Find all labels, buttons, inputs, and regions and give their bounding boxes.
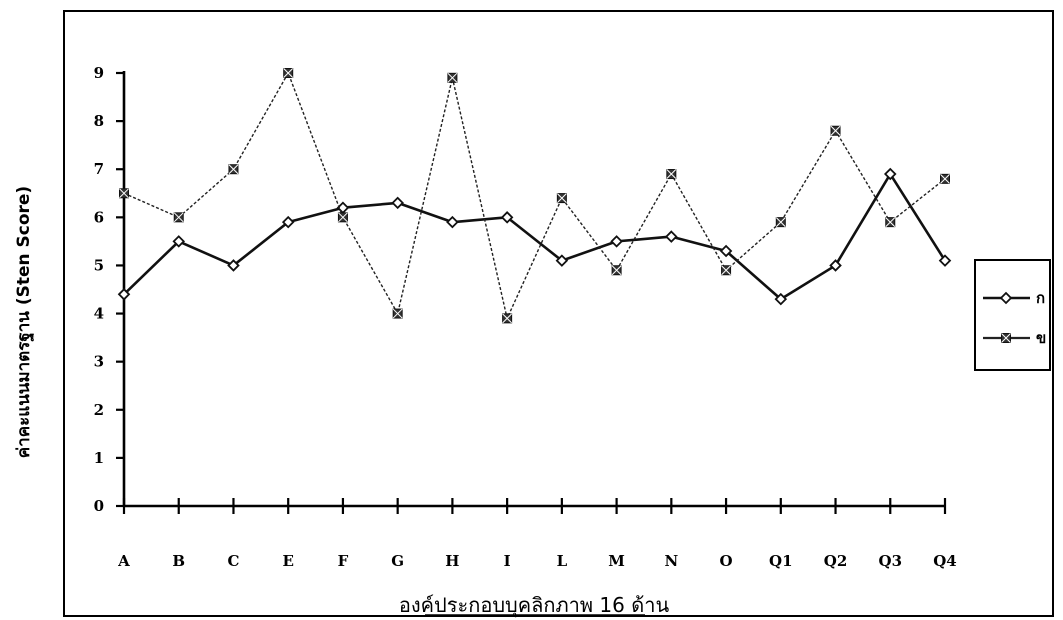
x-ticks: A B C E F G H I L M N O Q1 Q2 Q3 Q4	[117, 498, 957, 570]
data-point-cross	[557, 193, 567, 203]
x-tick-label: H	[445, 552, 459, 570]
legend-swatch-marker-cross	[1001, 333, 1011, 343]
legend-entry: ก	[983, 289, 1045, 307]
data-point-cross	[338, 212, 348, 223]
x-tick-label: L	[557, 552, 568, 570]
data-point	[721, 265, 732, 276]
x-tick-label: A	[117, 552, 130, 570]
x-tick-label: O	[720, 552, 733, 570]
x-tick-label: G	[391, 552, 404, 570]
data-point	[283, 68, 294, 78]
x-tick-label: Q3	[879, 552, 903, 570]
data-point-cross	[830, 125, 841, 136]
y-tick-label: 7	[94, 160, 104, 178]
data-point	[938, 254, 952, 267]
data-point	[502, 313, 513, 324]
legend-entry: ข	[983, 329, 1046, 347]
y-ticks: 0 1 2 3 4 5 6 7 8 9	[94, 64, 124, 515]
y-axis-title-group: ค่าคะแนนมาตรฐาน (Sten Score)	[14, 186, 35, 458]
legend: กข	[974, 259, 1051, 371]
legend-swatch-marker	[999, 291, 1013, 305]
x-tick-label: E	[282, 552, 293, 570]
y-axis-title: ค่าคะแนนมาตรฐาน (Sten Score)	[14, 186, 35, 458]
series-line	[123, 172, 947, 301]
y-tick-label: 8	[94, 112, 104, 130]
data-point	[610, 235, 623, 248]
data-point	[391, 196, 404, 210]
data-point-cross	[611, 265, 622, 276]
x-axis-title: องค์ประกอบบุคลิกภาพ 16 ด้าน	[399, 593, 670, 618]
data-point	[500, 211, 514, 224]
data-point	[392, 308, 403, 319]
data-point-cross	[228, 164, 239, 175]
data-point-cross	[775, 217, 786, 227]
data-point	[611, 265, 622, 276]
x-tick-label: M	[608, 552, 625, 570]
x-tick-label: N	[664, 552, 678, 570]
y-tick-label: 3	[94, 353, 104, 371]
data-point	[117, 288, 131, 301]
data-point	[119, 188, 129, 199]
y-tick-label: 2	[94, 401, 104, 419]
legend-box	[974, 259, 1051, 371]
data-point	[830, 125, 841, 136]
x-tick-label: Q2	[824, 552, 848, 570]
data-point-cross	[940, 173, 950, 184]
y-tick-label: 9	[94, 64, 104, 82]
legend-swatch-marker	[1001, 333, 1011, 343]
data-point	[281, 215, 295, 229]
data-point-cross	[502, 313, 512, 324]
x-tick-label: I	[504, 552, 511, 570]
data-point-cross	[885, 217, 896, 227]
y-tick-label: 6	[94, 208, 104, 226]
series-layer	[117, 68, 952, 324]
data-point	[940, 173, 950, 184]
data-point	[555, 254, 569, 267]
data-point-cross	[666, 169, 677, 179]
data-point-cross	[392, 308, 403, 319]
x-tick-label: C	[227, 552, 239, 570]
x-tick-label: B	[172, 552, 185, 570]
data-point	[556, 193, 567, 204]
data-point	[172, 235, 186, 248]
data-point	[774, 292, 788, 306]
data-point	[227, 259, 240, 272]
data-point-cross	[447, 72, 458, 83]
data-point	[829, 259, 842, 272]
series-2	[119, 68, 950, 324]
data-point	[446, 215, 459, 229]
data-point	[719, 244, 733, 258]
chart-frame	[63, 10, 1054, 617]
data-point-cross	[283, 68, 294, 78]
series-line	[123, 72, 946, 320]
x-tick-label: Q4	[933, 552, 957, 570]
data-point	[228, 164, 239, 175]
data-point	[173, 212, 184, 223]
y-tick-label: 1	[94, 449, 104, 467]
legend-label: ก	[1036, 289, 1045, 307]
data-point-cross	[721, 265, 731, 276]
x-tick-label: Q1	[769, 552, 793, 570]
data-point	[337, 212, 348, 223]
y-tick-label: 4	[94, 305, 104, 323]
data-point	[775, 217, 786, 228]
data-point	[885, 217, 896, 228]
data-point	[665, 230, 678, 243]
data-point	[883, 167, 897, 181]
data-point-cross	[119, 188, 129, 199]
data-point	[447, 72, 458, 83]
y-tick-label: 0	[94, 497, 104, 515]
data-point	[666, 169, 677, 180]
data-point-cross	[173, 212, 184, 223]
series-1	[117, 167, 952, 306]
x-tick-label: F	[338, 552, 349, 570]
y-tick-label: 5	[94, 256, 104, 274]
legend-label: ข	[1036, 329, 1046, 347]
